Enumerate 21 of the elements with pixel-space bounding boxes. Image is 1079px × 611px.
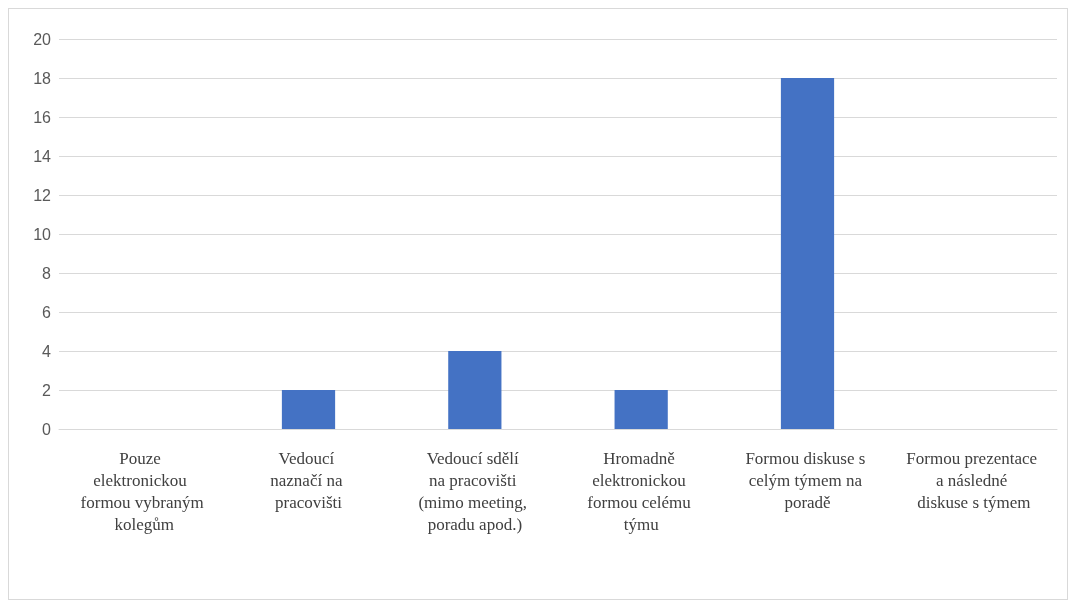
bar xyxy=(780,78,835,429)
y-tick-label: 4 xyxy=(42,342,52,360)
bar xyxy=(614,390,668,429)
x-tick-label: Pouze elektronickou formou vybraným kolegům xyxy=(80,448,204,534)
y-tick-label: 6 xyxy=(42,303,52,321)
y-tick-label: 20 xyxy=(33,30,52,48)
y-tick-label: 12 xyxy=(33,186,52,204)
x-tick-label: Formou diskuse s celým týmem na poradě xyxy=(745,448,870,512)
y-tick-label: 10 xyxy=(33,225,52,243)
y-tick-label: 18 xyxy=(33,69,52,87)
bar xyxy=(448,351,502,429)
y-tick-label: 0 xyxy=(42,420,52,438)
y-tick-label: 2 xyxy=(42,381,52,399)
y-tick-label: 16 xyxy=(33,108,52,126)
bar xyxy=(281,390,336,429)
x-tick-label: Vedoucí sdělí na pracovišti (mimo meeting, poradu apod.) xyxy=(418,448,532,534)
x-tick-label: Vedoucí naznačí na pracovišti xyxy=(270,448,347,512)
x-tick-label: Formou prezentace a následné diskuse s týmem xyxy=(906,448,1042,512)
y-tick-label: 8 xyxy=(42,264,52,282)
y-tick-label: 14 xyxy=(33,147,52,165)
x-tick-label: Hromadně elektronickou formou celému týmu xyxy=(587,448,695,534)
